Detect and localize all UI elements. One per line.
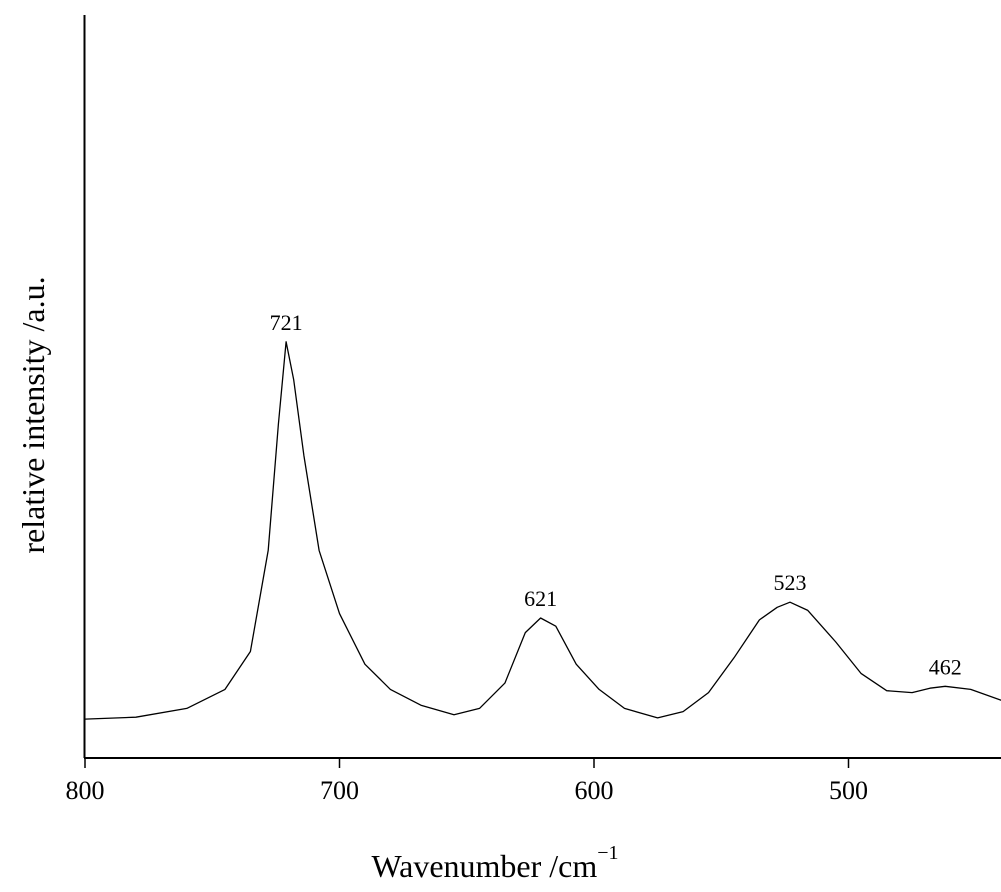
x-axis-title: Wavenumber /cm−1 [371,842,618,884]
peak-label-721: 721 [270,310,303,335]
x-axis-tick-labels: 800700600500400300200100 [66,776,869,805]
peak-label-621: 621 [524,586,557,611]
x-tick-label-600: 600 [575,776,614,805]
peak-annotations: 721621523462388327296212145 [270,310,962,680]
x-tick-label-500: 500 [829,776,868,805]
x-axis-title-main: Wavenumber /cm [371,848,597,884]
x-tick-label-800: 800 [66,776,105,805]
x-tick-label-700: 700 [320,776,359,805]
spectrum-line [84,341,1001,720]
x-axis-title-superscript: −1 [597,842,618,864]
x-axis-ticks [84,758,850,768]
y-axis-title: relative intensity /a.u. [15,276,51,553]
peak-label-462: 462 [929,654,962,679]
peak-label-523: 523 [774,570,807,595]
